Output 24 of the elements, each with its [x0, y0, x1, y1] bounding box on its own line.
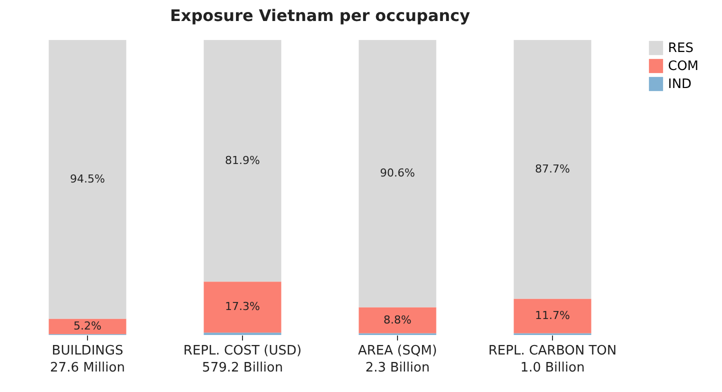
bar	[204, 40, 282, 282]
bar	[48, 40, 126, 319]
bar	[358, 307, 436, 334]
bar	[358, 40, 436, 308]
data-label: 8.8%	[384, 313, 412, 326]
data-label: 17.3%	[225, 300, 260, 314]
bar	[204, 282, 282, 333]
data-label: 94.5%	[70, 172, 105, 186]
legend-label: COM	[668, 59, 699, 74]
data-label: 87.7%	[535, 162, 570, 176]
chart-title: Exposure Vietnam per occupancy	[170, 6, 471, 25]
legend-label: IND	[668, 77, 692, 92]
bar	[514, 40, 592, 299]
data-label: 81.9%	[225, 154, 260, 167]
bar	[48, 318, 126, 334]
data-label: 90.6%	[380, 166, 415, 180]
x-tick-label: REPL. COST (USD) 579.2 Billion	[183, 344, 302, 376]
legend-label: RES	[668, 41, 694, 56]
x-tick-label: BUILDINGS 27.6 Million	[50, 344, 125, 376]
bar	[514, 298, 592, 334]
x-tick-label: REPL. CARBON TON 1.0 Billion	[488, 344, 617, 376]
data-label: 11.7%	[535, 308, 570, 322]
data-label: 5.2%	[74, 319, 102, 332]
x-tick-label: AREA (SQM) 2.3 Billion	[358, 344, 438, 376]
